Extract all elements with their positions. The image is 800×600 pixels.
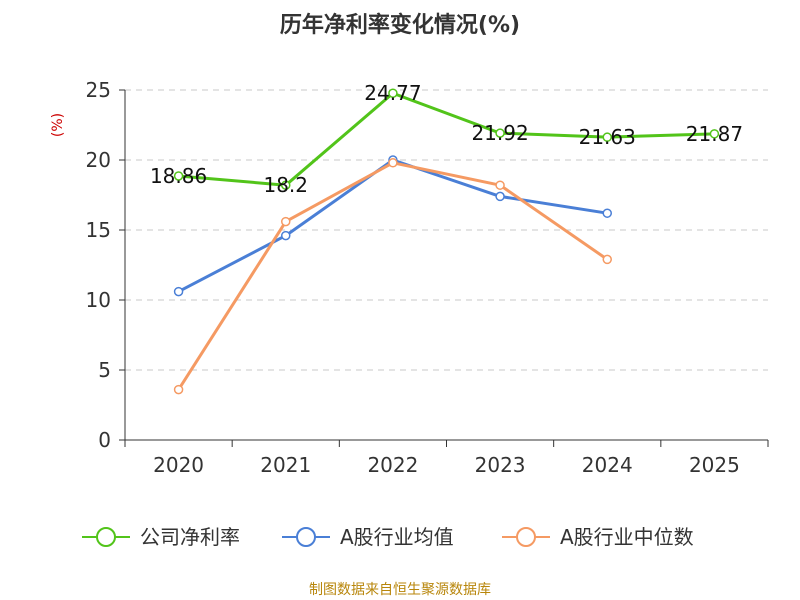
legend-item-2: A股行业中位数 [502,525,694,549]
data-point-2-2020 [173,384,184,395]
data-label-2024: 21.63 [579,125,636,149]
legend-swatch-marker [296,527,316,547]
series-line-1 [177,158,608,293]
data-label-2025: 21.87 [686,122,743,146]
x-tick-label-2022: 2022 [367,453,418,477]
legend-label-0: 公司净利率 [140,525,240,549]
legend: 公司净利率 A股行业均值 A股行业中位数 [82,525,694,549]
data-point-2-2023 [495,180,505,190]
data-point-0-2021 [281,180,291,190]
series-line-2 [177,161,609,391]
data-point-1-2023 [495,191,505,202]
legend-label-1: A股行业均值 [340,525,454,549]
data-labels: 18.86 18.2 24.77 21.92 21.63 21.87 [150,81,743,197]
legend-swatch-marker [96,527,116,547]
y-tick-label-0: 0 [98,428,111,452]
data-point-2-2021 [281,216,291,227]
data-point-0-2024 [602,132,612,142]
x-tick-label-2024: 2024 [582,453,633,477]
data-point-0-2025 [709,129,720,139]
x-tick-label-2023: 2023 [475,453,526,477]
y-tick-label-5: 5 [98,358,111,382]
chart-title: 历年净利率变化情况(%) [280,12,520,38]
grid-lines [125,89,768,371]
x-tick-label-2025: 2025 [689,453,740,477]
y-tick-label-25: 25 [86,78,111,102]
data-point-0-2022 [388,88,398,98]
series-group [173,88,720,395]
data-label-2022: 24.77 [364,81,421,105]
legend-swatch-marker [516,527,536,547]
y-axis-label: (%) [50,113,66,137]
data-point-1-2020 [173,286,184,297]
y-tick-label-15: 15 [86,218,111,242]
data-point-1-2024 [602,208,612,218]
legend-item-0: 公司净利率 [82,525,240,549]
y-tick-label-20: 20 [86,148,111,172]
legend-label-2: A股行业中位数 [560,525,694,549]
source-note: 制图数据来自恒生聚源数据库 [309,582,491,598]
data-label-2023: 21.92 [471,121,528,145]
data-point-1-2021 [281,230,291,241]
data-point-0-2020 [173,171,184,181]
x-tick-label-2021: 2021 [260,453,311,477]
data-point-0-2023 [495,128,505,138]
series-2 [173,158,612,395]
data-label-2021: 18.2 [263,173,308,197]
x-tick-label-2020: 2020 [153,453,204,477]
legend-item-1: A股行业均值 [282,525,454,549]
series-line-0 [178,91,715,187]
data-point-2-2022 [388,158,398,168]
data-point-2-2024 [602,254,612,265]
data-label-2020: 18.86 [150,164,207,188]
series-0 [173,88,720,190]
series-1 [173,155,612,297]
y-tick-label-10: 10 [86,288,111,312]
